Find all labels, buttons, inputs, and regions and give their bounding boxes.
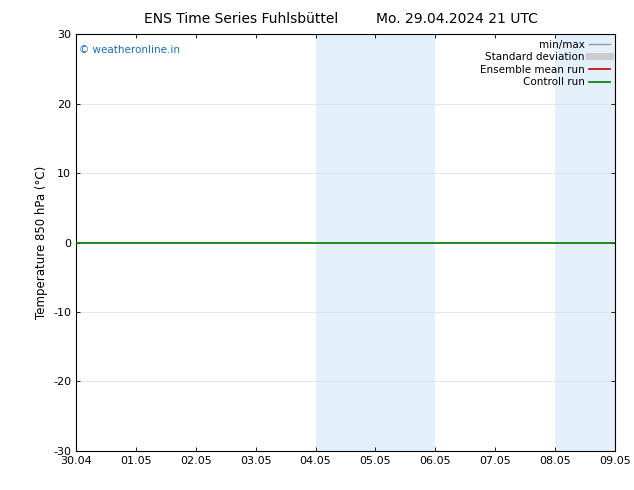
Legend: min/max, Standard deviation, Ensemble mean run, Controll run: min/max, Standard deviation, Ensemble me… [478,37,612,89]
Bar [555,34,615,451]
Text: Mo. 29.04.2024 21 UTC: Mo. 29.04.2024 21 UTC [375,12,538,26]
Text: ENS Time Series Fuhlsbüttel: ENS Time Series Fuhlsbüttel [144,12,338,26]
Text: © weatheronline.in: © weatheronline.in [79,45,180,55]
Bar [375,34,436,451]
Bar [316,34,375,451]
Y-axis label: Temperature 850 hPa (°C): Temperature 850 hPa (°C) [34,166,48,319]
